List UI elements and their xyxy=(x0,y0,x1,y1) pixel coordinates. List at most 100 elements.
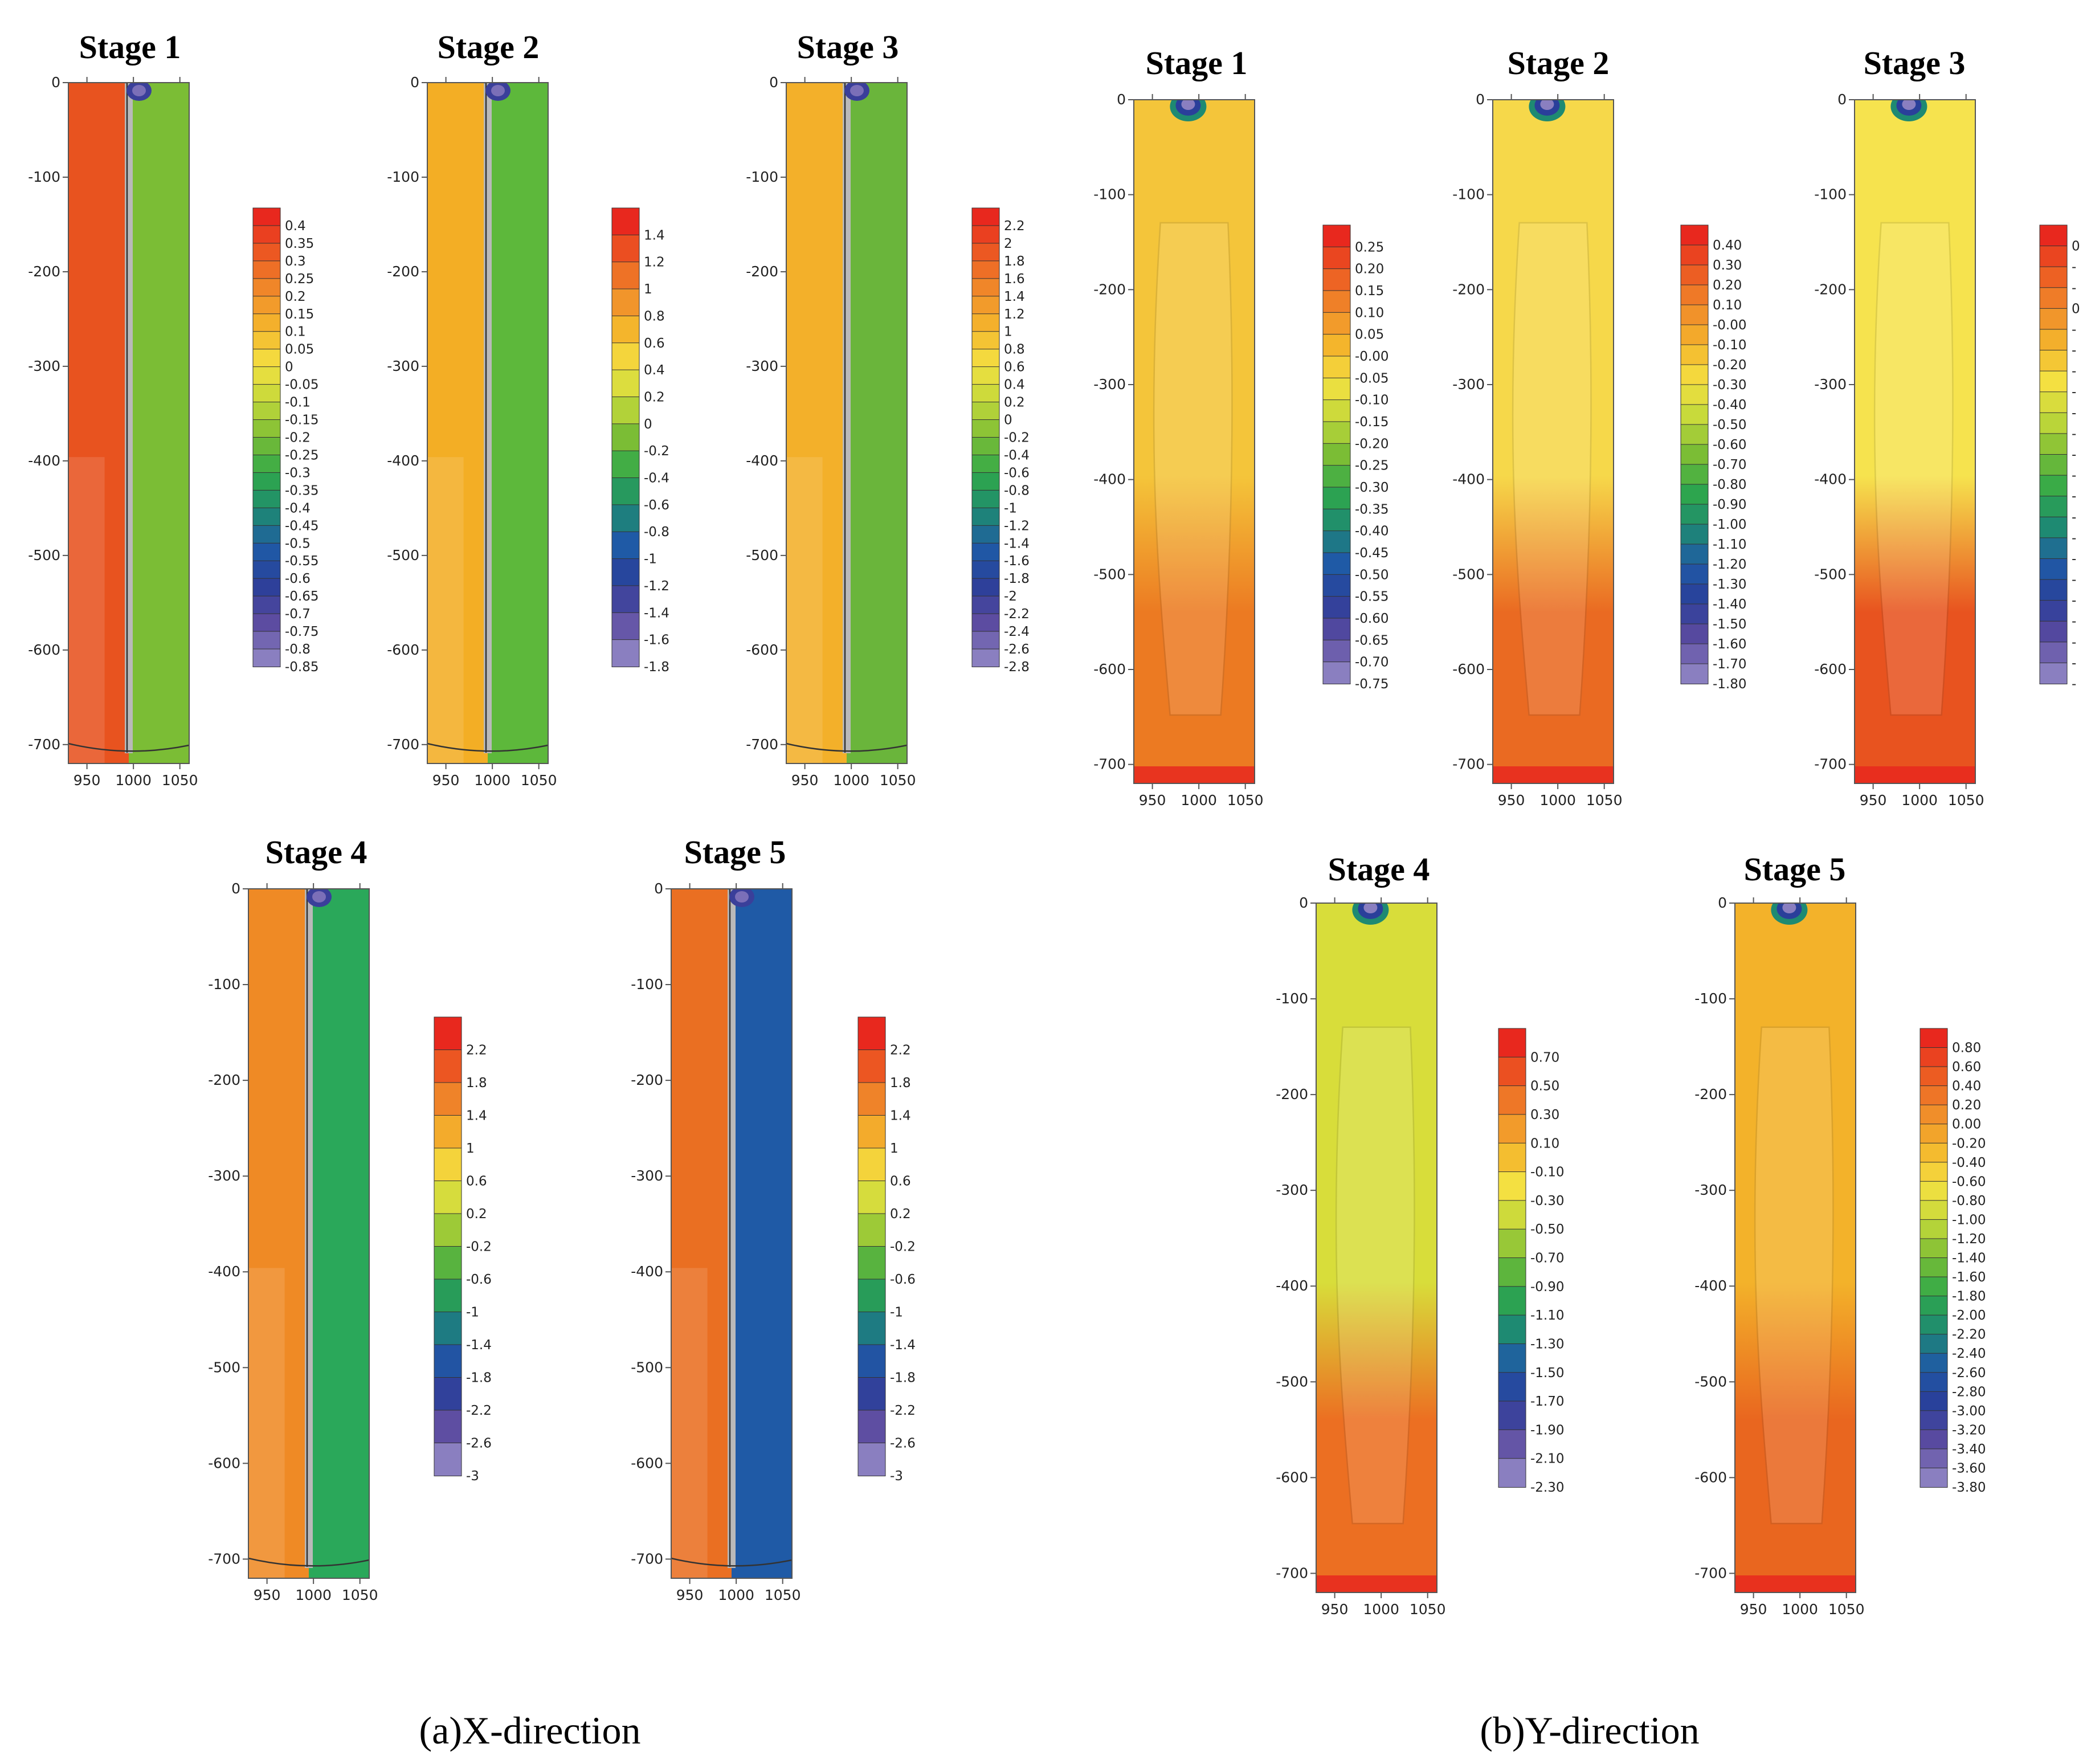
legend-label: 0 xyxy=(1004,413,1012,428)
legend-swatch xyxy=(434,1213,462,1247)
legend-swatch xyxy=(1680,444,1709,465)
x-tick-label: 1000 xyxy=(1782,1601,1818,1618)
y-tick-label: -300 xyxy=(746,358,778,374)
legend-swatch xyxy=(434,1050,462,1083)
legend-label: -0.50 xyxy=(1530,1222,1565,1237)
legend-swatch xyxy=(1920,1047,1948,1068)
legend-label: 1.8 xyxy=(1004,254,1025,269)
legend-label: -0.6 xyxy=(285,571,311,586)
legend-swatch xyxy=(611,558,640,586)
legend-label: -1.30 xyxy=(1530,1337,1565,1351)
legend-swatch xyxy=(252,560,281,579)
legend-label: 0.10 xyxy=(1713,298,1742,313)
y-tick-label: -700 xyxy=(1093,756,1126,773)
field-left-side xyxy=(427,83,488,763)
legend-swatch xyxy=(1920,1257,1948,1278)
legend-label: -0.55 xyxy=(1355,590,1389,605)
plot-frame xyxy=(1854,99,1976,784)
field-left-side xyxy=(671,889,732,1578)
wall-strip xyxy=(125,83,133,753)
base-strip xyxy=(1316,1575,1437,1592)
legend-label: -0.40 xyxy=(1952,1155,1986,1170)
legend-swatch xyxy=(252,243,281,262)
legend-label: -0.5 xyxy=(285,536,311,551)
y-tick-label: -400 xyxy=(1452,471,1485,488)
legend-swatch xyxy=(1322,487,1351,510)
legend-colorbar: 0.25 0.20 0.15 0.10 0.05 -0.00 -0.05 -0.10 -0.15… xyxy=(1322,224,1389,692)
legend-swatch xyxy=(1680,524,1709,545)
legend-swatch xyxy=(1920,1276,1948,1297)
legend-label: -1.4 xyxy=(466,1338,492,1353)
field-lower-band xyxy=(786,457,823,763)
top-concentration-core xyxy=(1181,100,1195,110)
legend-swatch xyxy=(2039,224,2068,247)
legend-swatch xyxy=(857,1016,886,1051)
x-tick-label: 950 xyxy=(1860,792,1887,808)
legend-label: -0.05 xyxy=(1355,371,1389,386)
legend-label: - xyxy=(2072,448,2076,463)
legend-swatch xyxy=(1498,1458,1526,1488)
legend-swatch xyxy=(1920,1181,1948,1201)
legend-swatch xyxy=(1322,618,1351,641)
legend-label: -2.00 xyxy=(1952,1308,1986,1323)
legend-swatch xyxy=(1498,1372,1526,1402)
legend-swatch xyxy=(1680,224,1709,246)
legend-swatch xyxy=(2039,475,2068,497)
x-tick-label: 1050 xyxy=(880,772,916,789)
legend-label: -0.70 xyxy=(1355,655,1389,670)
legend-swatch xyxy=(1680,623,1709,644)
base-strip xyxy=(1735,1575,1856,1592)
legend-label: -0.60 xyxy=(1355,611,1389,626)
legend-label: 0.05 xyxy=(285,342,314,357)
field-left-side xyxy=(786,83,847,763)
legend-swatch xyxy=(611,612,640,640)
wall-contour-line xyxy=(843,83,846,753)
legend-swatch xyxy=(1322,574,1351,597)
legend-swatch xyxy=(611,288,640,317)
legend-label: -3 xyxy=(890,1469,903,1484)
legend-label: -2.6 xyxy=(890,1436,916,1451)
y-tick-label: -300 xyxy=(1276,1182,1308,1198)
y-tick-label: -300 xyxy=(1814,376,1847,393)
plot-frame xyxy=(1734,903,1856,1593)
legend-swatch xyxy=(252,437,281,456)
legend-swatch xyxy=(252,489,281,509)
legend-swatch xyxy=(611,396,640,424)
legend-label: -1.8 xyxy=(466,1371,492,1386)
x-tick-label: 1000 xyxy=(1181,792,1217,808)
legend-swatch xyxy=(252,225,281,244)
legend-swatch xyxy=(1680,583,1709,605)
y-tick-label: -400 xyxy=(1276,1277,1308,1294)
legend-label: 0.20 xyxy=(1355,262,1384,277)
legend-label: 2.2 xyxy=(890,1043,911,1058)
legend-swatch xyxy=(252,296,281,315)
legend-swatch xyxy=(611,342,640,371)
legend-label: -0.25 xyxy=(1355,459,1389,473)
legend-label: 0.40 xyxy=(1952,1079,1981,1094)
legend-label: -0.65 xyxy=(285,589,319,604)
contour-field xyxy=(1735,903,1856,1592)
y-tick-label: -100 xyxy=(1694,990,1727,1007)
legend-swatch xyxy=(971,578,1000,597)
legend-colorbar: 2.2 2 1.8 1.6 1.4 1.2 1 0.8 0.6 0.4 0.2 0 -0.2 -0.4 -0… xyxy=(971,207,1030,675)
top-concentration-core xyxy=(850,85,864,96)
legend-swatch xyxy=(2039,412,2068,434)
x-tick-label: 1050 xyxy=(521,772,557,789)
legend-label: -0.55 xyxy=(285,554,319,569)
legend-label: - xyxy=(2072,489,2076,504)
legend-label: 1.4 xyxy=(466,1109,487,1124)
legend-label: 0 xyxy=(2072,239,2080,254)
legend-swatch xyxy=(1498,1114,1526,1144)
legend-swatch xyxy=(2039,558,2068,581)
legend-label: -0.2 xyxy=(1004,431,1030,446)
panel-x-stage-1: Stage 1 0 -100 -200 -300 -400 -500 -600 -700 950 1… xyxy=(28,28,318,789)
legend-swatch xyxy=(611,531,640,560)
x-tick-label: 1050 xyxy=(1828,1601,1865,1618)
legend-swatch xyxy=(1920,1467,1948,1488)
contour-field xyxy=(1493,100,1614,783)
y-tick-label: -400 xyxy=(1814,471,1847,488)
y-tick-label: -500 xyxy=(1276,1373,1308,1390)
legend-label: 0.40 xyxy=(1713,238,1742,253)
y-tick-label: -100 xyxy=(1093,186,1126,203)
legend-swatch xyxy=(1920,1219,1948,1239)
